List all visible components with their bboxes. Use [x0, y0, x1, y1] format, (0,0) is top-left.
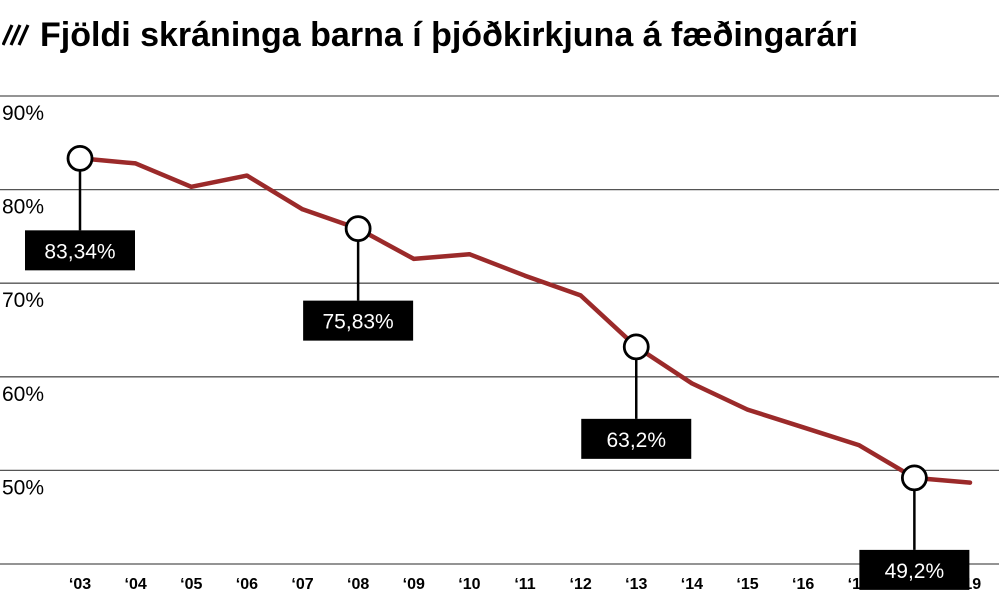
callout-box	[581, 418, 692, 459]
data-label: 83,34%	[44, 240, 115, 263]
y-tick-label: 90%	[2, 102, 44, 125]
x-axis-ticks: ‘03 ‘04 ‘05 ‘06 ‘07 ‘08 ‘09 ‘10 ‘11 ‘12 ‘13 ‘14 ‘15 ‘…	[69, 576, 981, 593]
x-tick-label: ‘10	[458, 576, 480, 593]
data-label: 75,83%	[323, 311, 394, 334]
highlight-marker	[900, 464, 928, 492]
series-line-path	[77, 156, 973, 485]
data-label: 49,2%	[885, 560, 945, 583]
y-axis-ticks: 90% 80% 70% 60% 50%	[2, 102, 44, 499]
y-tick-label: 80%	[2, 196, 44, 219]
x-tick-label: ‘08	[347, 576, 369, 593]
callout-box	[303, 300, 414, 341]
data-point	[968, 480, 972, 485]
data-point	[411, 256, 416, 261]
y-tick-label: 50%	[2, 476, 44, 499]
x-tick-label: ‘16	[792, 576, 814, 593]
data-point	[578, 293, 583, 298]
data-point	[856, 443, 861, 448]
x-tick-label: ‘09	[403, 576, 425, 593]
x-tick-label: ‘07	[291, 576, 313, 593]
title-row: Fjöldi skráninga barna í þjóðkirkjuna á …	[0, 8, 858, 62]
callout-box	[25, 230, 135, 271]
data-point	[244, 173, 249, 178]
x-tick-label: ‘05	[180, 576, 202, 593]
y-tick-label: 60%	[2, 383, 44, 406]
highlight-marker	[622, 333, 650, 361]
x-tick-label: ‘04	[125, 576, 147, 593]
data-point	[300, 207, 305, 212]
y-tick-label: 70%	[2, 289, 44, 312]
highlight-marker	[344, 215, 372, 243]
x-tick-label: ‘13	[625, 576, 647, 593]
x-tick-label: ‘12	[570, 576, 592, 593]
x-tick-label: ‘03	[69, 576, 91, 593]
data-point	[133, 161, 138, 166]
data-label: 63,2%	[606, 429, 666, 452]
x-tick-label: ‘14	[681, 576, 703, 593]
data-point	[189, 184, 194, 189]
x-tick-label: ‘06	[236, 576, 258, 593]
callouts: 83,34% 75,83% 63,2% 49,2%	[25, 158, 970, 590]
highlight-marker	[66, 144, 94, 172]
data-point	[467, 252, 472, 257]
callout-box	[859, 549, 970, 590]
x-tick-label: ‘11	[514, 576, 535, 593]
data-point	[745, 407, 750, 412]
x-tick-label: ‘15	[736, 576, 758, 593]
grid-lines	[0, 95, 999, 565]
data-point	[523, 273, 527, 278]
data-point	[801, 425, 806, 430]
highlight-markers	[66, 144, 928, 492]
data-point	[689, 381, 694, 386]
chart-title: Fjöldi skráninga barna í þjóðkirkjuna á …	[40, 15, 859, 54]
hatch-stripes-icon	[2, 24, 30, 46]
series-line	[77, 156, 973, 485]
